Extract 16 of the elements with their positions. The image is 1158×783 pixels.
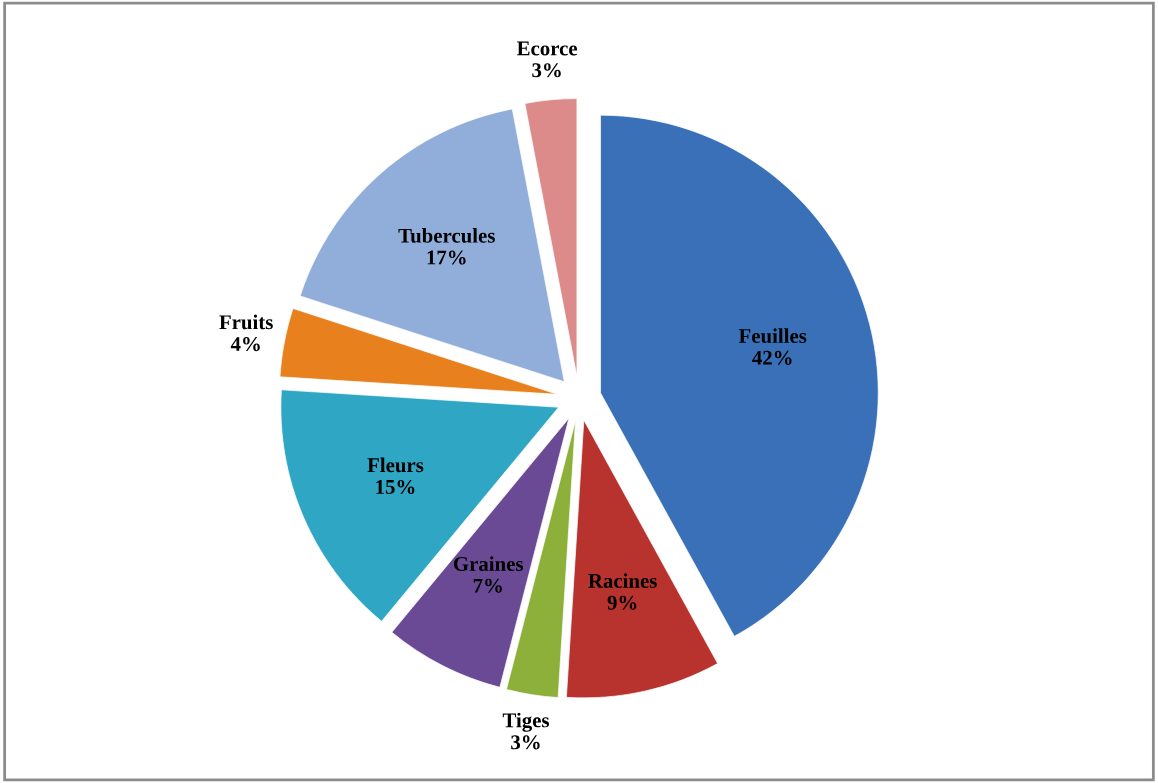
slice-label: Graines xyxy=(453,556,523,571)
slice-label: Ecorce xyxy=(517,41,578,56)
data-label: 3% xyxy=(511,735,540,750)
slice-label: Racines xyxy=(588,573,657,588)
slice-label: Tubercules xyxy=(398,228,495,243)
data-label: 42% xyxy=(752,350,792,365)
slice-label: Tiges xyxy=(502,712,550,732)
data-label: 3% xyxy=(532,63,561,78)
slice-label: Fruits xyxy=(219,314,273,330)
data-label: 17% xyxy=(427,250,466,265)
slice-label: Fleurs xyxy=(367,457,424,473)
data-label: 7% xyxy=(473,578,502,593)
data-label: 4% xyxy=(230,337,260,352)
data-label: 15% xyxy=(376,479,415,495)
slice-label: Feuilles xyxy=(738,328,807,344)
data-label: 9% xyxy=(607,595,637,610)
